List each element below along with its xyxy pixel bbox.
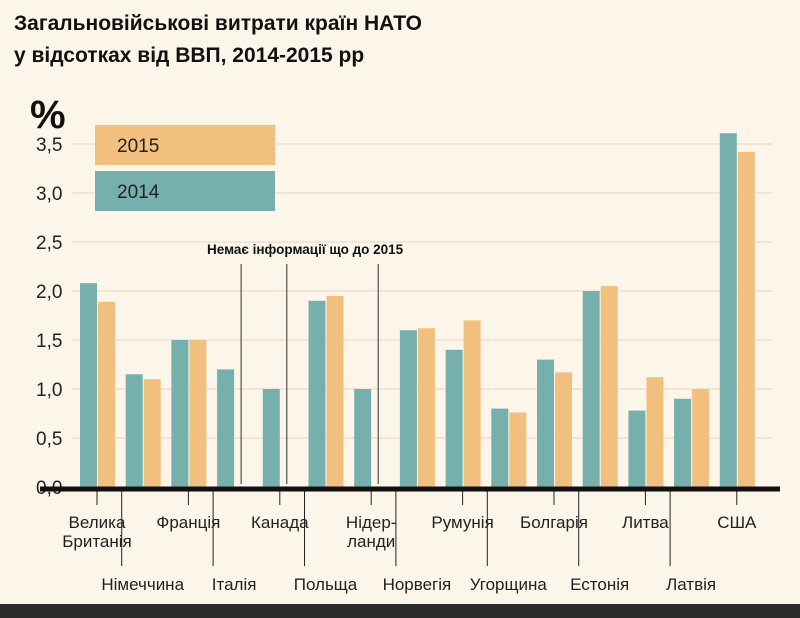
x-tick-label: Болгарія [520, 513, 588, 532]
bar-2014 [125, 374, 143, 487]
chart-subtitle: у відсотках від ВВП, 2014-2015 рр [14, 44, 365, 67]
bar-2014 [719, 133, 737, 487]
legend-label-2014: 2014 [117, 182, 160, 203]
bar-2015 [189, 340, 207, 487]
x-tick-label: Франція [156, 513, 220, 532]
bar-2014 [628, 410, 646, 487]
x-tick-label: Латвія [666, 575, 716, 594]
x-tick-label: Норвегія [383, 575, 452, 594]
x-tick-label: Канада [251, 513, 309, 532]
bar-2014 [582, 291, 600, 487]
x-tick-label: Німеччина [101, 575, 184, 594]
chart-title: Загальновійськові витрати країн НАТО [14, 12, 422, 35]
legend-label-2015: 2015 [117, 136, 159, 157]
x-tick-label: Нідер- [346, 513, 397, 532]
bar-2014 [308, 300, 326, 487]
x-tick-label: ланди [347, 532, 395, 551]
bar-2015 [555, 372, 572, 487]
x-tick-label: Румунія [431, 513, 493, 532]
legend-swatch-2015 [95, 125, 275, 165]
bar-2015 [737, 151, 755, 487]
bar-2015 [417, 328, 435, 487]
x-tick-label: Естонія [570, 575, 629, 594]
bar-2015 [143, 379, 161, 487]
annotation: Немає інформації що до 2015 [207, 242, 404, 257]
footer-band [0, 604, 800, 618]
y-tick-label: 3,5 [36, 135, 62, 156]
bar-2014 [445, 349, 463, 487]
bar-2014 [674, 398, 692, 487]
y-tick-label: 1,5 [36, 331, 62, 352]
bar-2014 [399, 330, 417, 487]
x-tick-label: Угорщина [470, 575, 548, 594]
bar-2015 [98, 301, 115, 487]
x-tick-label: Польща [294, 575, 358, 594]
bar-2015 [646, 377, 664, 487]
bar-2014 [262, 389, 280, 487]
y-tick-label: 0,5 [36, 429, 62, 450]
x-tick-label: Британія [62, 532, 132, 551]
bar-2014 [537, 359, 554, 487]
bar-2015 [326, 295, 344, 487]
y-tick-label: 1,0 [36, 380, 62, 401]
x-tick-label: Литва [622, 513, 669, 532]
bar-2014 [171, 340, 189, 487]
y-tick-label: 2,5 [36, 233, 62, 254]
legend-swatch-2014 [95, 171, 275, 211]
y-tick-label: 3,0 [36, 184, 62, 205]
bar-2015 [463, 320, 481, 487]
x-tick-label: Велика [69, 513, 126, 532]
y-tick-label: 2,0 [36, 282, 62, 303]
bar-2014 [354, 389, 372, 487]
bar-2015 [509, 412, 527, 487]
x-tick-label: США [717, 513, 757, 532]
bar-2015 [692, 389, 710, 487]
bar-2014 [80, 283, 97, 487]
bar-2014 [491, 408, 509, 487]
y-axis-label: % [30, 93, 66, 137]
bar-2015 [600, 286, 618, 487]
bar-2014 [217, 369, 235, 487]
x-tick-label: Італія [212, 575, 257, 594]
